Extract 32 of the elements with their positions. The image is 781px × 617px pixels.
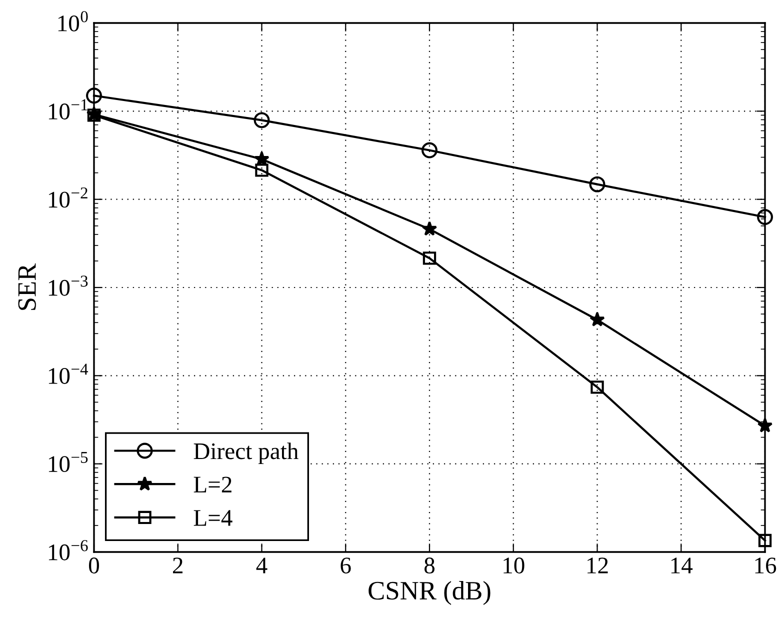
x-tick-label: 8 — [424, 558, 435, 574]
x-tick-label: 2 — [173, 558, 182, 574]
point — [589, 176, 606, 192]
x-tick-label: 14 — [671, 558, 693, 574]
point — [255, 164, 268, 177]
x-tick-label: 6 — [340, 558, 351, 574]
y-tick-label: 10$^{0}$ — [58, 11, 88, 32]
point — [422, 142, 438, 158]
legend-label: Direct path — [194, 442, 298, 464]
y-tick-label: 10$^{−3}$ — [48, 276, 88, 296]
y-tick-label: 10$^{−2}$ — [48, 187, 88, 208]
y-tick-label: 10$^{−6}$ — [48, 540, 88, 560]
point — [590, 380, 604, 394]
y-tick-label: 10$^{−1}$ — [48, 99, 88, 120]
legend-label: L=4 — [194, 510, 232, 526]
y-tick-label: 10$^{−5}$ — [48, 452, 88, 472]
point — [422, 252, 436, 265]
x-tick-label: 16 — [755, 558, 776, 574]
x-tick-label: 4 — [256, 558, 268, 574]
point — [422, 221, 438, 236]
point — [86, 88, 102, 104]
legend-label: L=2 — [194, 476, 232, 492]
y-tick-label: 10$^{−4}$ — [48, 364, 88, 384]
point — [757, 209, 773, 226]
y-axis-title: SER — [18, 263, 36, 310]
x-axis-title: CSNR (dB) — [368, 581, 490, 605]
point — [758, 534, 772, 548]
point — [590, 312, 605, 326]
x-tick-label: 10 — [504, 558, 524, 574]
point — [254, 112, 270, 128]
x-tick-label: 12 — [588, 558, 608, 574]
x-tick-label: 0 — [88, 558, 100, 574]
